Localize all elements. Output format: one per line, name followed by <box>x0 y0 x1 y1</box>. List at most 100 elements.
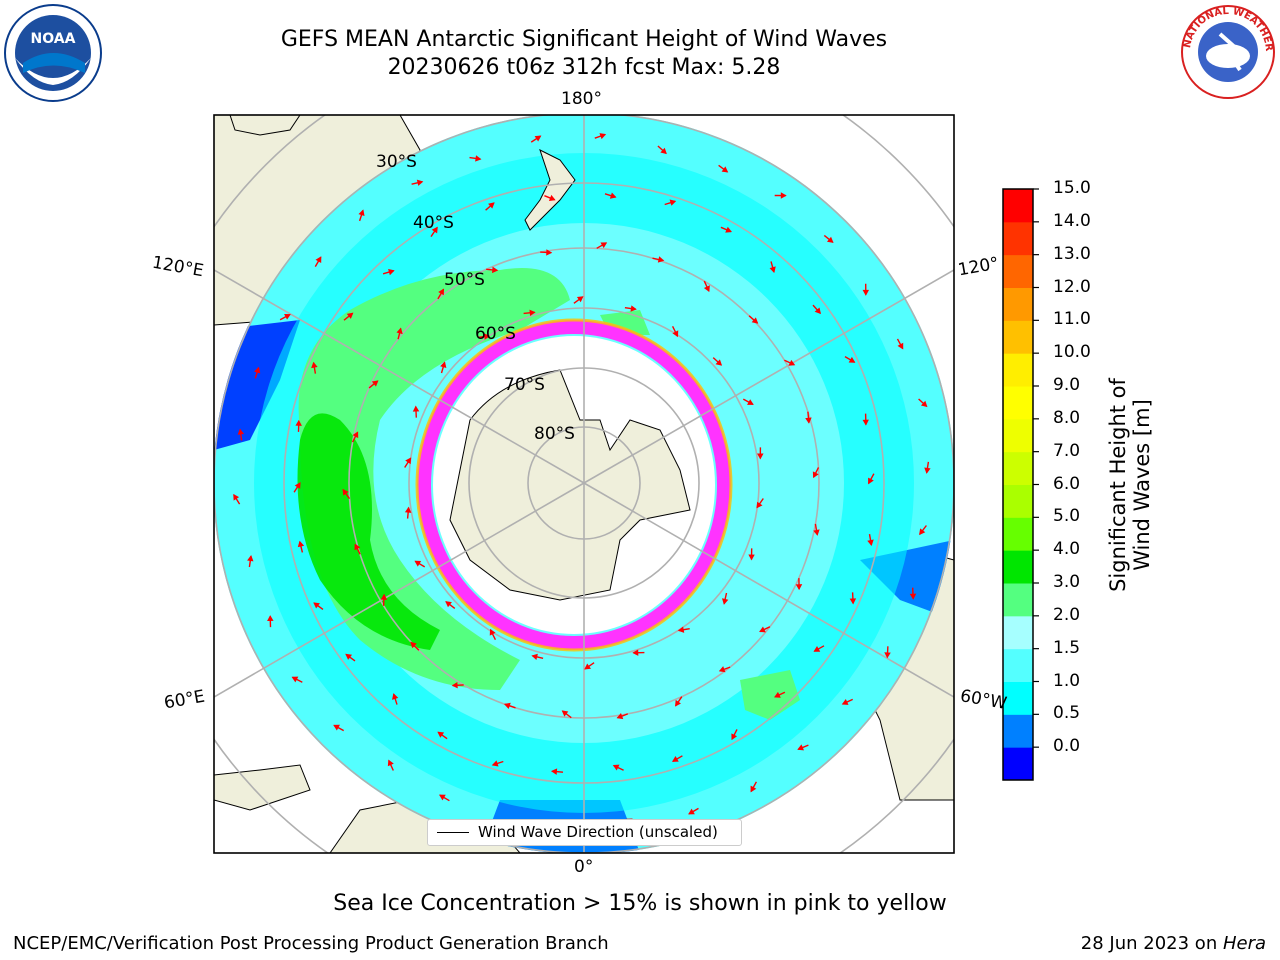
colorbar-segment <box>1003 550 1033 584</box>
wind-arrow-head <box>392 693 399 700</box>
wind-arrow-head <box>718 666 726 673</box>
colorbar-tick-label: 12.0 <box>1053 276 1091 297</box>
legend-label: Wind Wave Direction (unscaled) <box>478 823 718 841</box>
colorbar-segment <box>1003 353 1033 387</box>
wind-arrow-head <box>609 192 617 199</box>
wind-arrow-head <box>599 133 607 140</box>
wind-arrow-head <box>333 724 340 731</box>
colorbar-tick-label: 0.0 <box>1053 736 1081 757</box>
wind-arrow-head <box>254 366 261 374</box>
svg-text:NOAA: NOAA <box>31 31 76 47</box>
colorbar-segment <box>1003 287 1033 321</box>
wind-direction-arrows <box>233 133 931 831</box>
wind-arrow-head <box>491 760 499 767</box>
footer-date-text: 28 Jun 2023 on <box>1080 933 1223 954</box>
sea-ice-note: Sea Ice Concentration > 15% is shown in … <box>333 891 947 916</box>
wind-arrow-head <box>756 501 763 509</box>
wind-arrow-head <box>548 194 556 201</box>
wind-arrow-head <box>897 342 904 350</box>
wind-arrow-head <box>492 266 499 274</box>
wind-arrow-head <box>774 691 781 698</box>
wind-arrow-head <box>750 785 757 793</box>
wind-arrow-head <box>488 202 495 209</box>
wind-arrow-head <box>612 764 620 771</box>
wind-arrow-head <box>439 794 446 801</box>
noaa-logo: NOAA <box>4 4 102 102</box>
chart-title: GEFS MEAN Antarctic Significant Height o… <box>280 27 888 52</box>
footer-host: Hera <box>1222 933 1266 954</box>
colorbar-segment <box>1003 484 1033 518</box>
wind-arrow-head <box>534 135 542 142</box>
wind-arrow-head <box>342 488 349 496</box>
wind-arrow-head <box>813 646 821 652</box>
wind-arrow-head <box>805 417 812 424</box>
wind-arrow-head <box>725 226 732 233</box>
colorbar-segment <box>1003 451 1033 485</box>
wind-arrow-head <box>416 179 424 186</box>
colorbar-segment <box>1003 648 1033 682</box>
colorbar-tick-label: 2.0 <box>1053 604 1081 625</box>
wind-arrow-head <box>848 356 856 363</box>
lat-label: 80°S <box>534 424 575 444</box>
wind-arrow-head <box>313 602 320 609</box>
wind-arrow-head <box>731 733 738 741</box>
wind-arrow-head <box>233 493 240 501</box>
wind-arrow-head <box>769 266 776 274</box>
footer-date: 28 Jun 2023 on Hera <box>1081 933 1266 954</box>
colorbar-segment <box>1003 320 1033 354</box>
colorbar-segment <box>1003 418 1033 453</box>
colorbar-tick-label: 0.5 <box>1053 703 1081 724</box>
wind-arrow-head <box>657 256 665 263</box>
wind-arrow-head <box>291 676 299 683</box>
wind-arrow-head <box>475 155 482 162</box>
footer-credit: NCEP/EMC/Verification Post Processing Pr… <box>13 933 609 954</box>
wind-arrow-head <box>703 285 710 293</box>
wind-arrow-head <box>919 528 926 536</box>
colorbar-tick-label: 7.0 <box>1053 440 1081 461</box>
wind-arrow-head <box>387 759 394 767</box>
colorbar-tick-label: 1.0 <box>1053 670 1081 691</box>
wind-arrow-head <box>849 598 857 605</box>
lon-label-bottom: 0° <box>574 857 594 877</box>
wind-arrow-head <box>688 808 695 815</box>
wind-arrow-head <box>812 471 819 479</box>
colorbar-segment <box>1003 386 1033 420</box>
lat-label: 40°S <box>413 213 454 233</box>
colorbar-tick-label: 15.0 <box>1053 178 1091 198</box>
colorbar-tick-label: 11.0 <box>1053 309 1091 330</box>
wind-arrow-head <box>284 313 291 320</box>
wind-arrow-head <box>414 560 422 567</box>
wind-arrow-head <box>924 467 931 474</box>
wind-arrow-head <box>600 242 608 249</box>
wind-arrow-head <box>561 710 569 717</box>
wind-arrow-head <box>920 400 928 408</box>
wind-arrow-head <box>632 649 639 656</box>
lat-label: 60°S <box>475 324 516 344</box>
wind-arrow-head <box>358 209 365 217</box>
wind-arrow-head <box>814 307 821 315</box>
wind-arrow-head <box>672 330 679 338</box>
wind-arrow-head <box>451 682 458 689</box>
wind-arrow-head <box>380 593 388 600</box>
colorbar-segment <box>1003 747 1033 781</box>
colorbar-tick-label: 3.0 <box>1053 572 1081 592</box>
wind-arrow-head <box>862 419 869 426</box>
wind-arrow-head <box>759 626 766 633</box>
wind-arrow-head <box>751 317 759 324</box>
lat-label: 70°S <box>504 375 545 395</box>
wind-arrow-head <box>672 756 679 762</box>
colorbar-segment <box>1003 583 1033 617</box>
wind-arrow-head <box>529 309 536 316</box>
colorbar-segment <box>1003 517 1033 551</box>
wind-arrow-head <box>721 166 729 173</box>
wind-arrow-head <box>437 731 445 738</box>
colorbar-segment <box>1003 615 1033 650</box>
colorbar-tick-label: 10.0 <box>1053 342 1091 363</box>
wind-arrow-head <box>862 289 870 296</box>
wind-arrow-head <box>311 361 318 369</box>
wind-arrow-head <box>396 327 403 335</box>
wind-arrow-head <box>371 380 379 387</box>
lon-label-top: 180° <box>561 89 602 109</box>
chart-subtitle: 20230626 t06z 312h fcst Max: 5.28 <box>387 55 781 80</box>
